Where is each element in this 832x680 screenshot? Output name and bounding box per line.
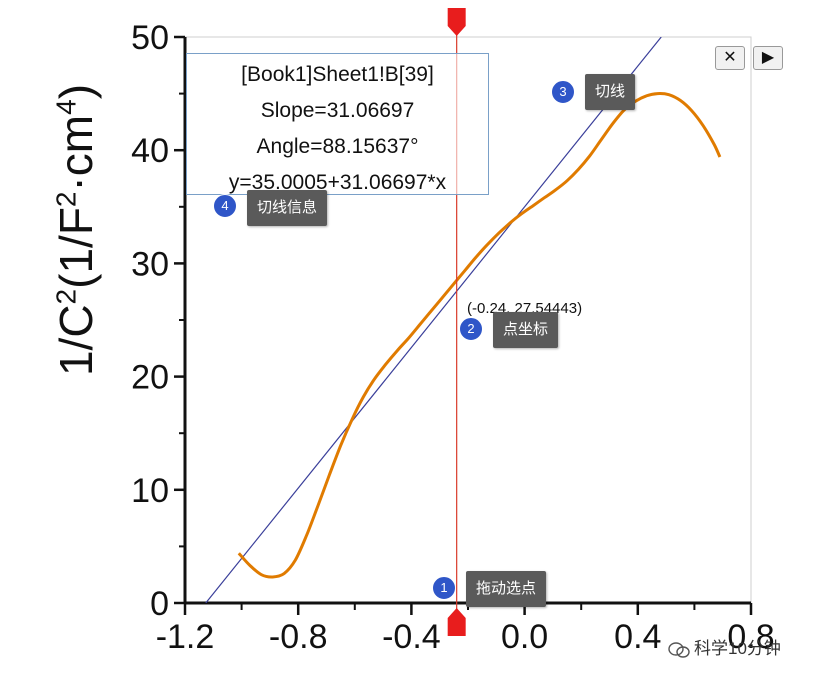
y-tick-label: 30	[131, 245, 169, 283]
callout-drag-select: 拖动选点	[466, 571, 547, 607]
y-axis-label: 1/C2(1/F2·cm4)	[50, 83, 102, 377]
close-button[interactable]: ✕	[715, 46, 745, 70]
callout-point-coords: 点坐标	[493, 312, 559, 348]
data-curve	[237, 92, 722, 579]
callout-badge-4: 4	[213, 194, 237, 218]
watermark-text: 科学10分钟	[694, 639, 781, 658]
x-tick-label: -0.4	[382, 618, 441, 656]
callout-tangent-info: 切线信息	[247, 190, 328, 226]
y-tick-label: 0	[150, 585, 169, 623]
x-tick-label: -1.2	[156, 618, 215, 656]
tangent-info-box[interactable]: [Book1]Sheet1!B[39] Slope=31.06697 Angle…	[186, 53, 489, 195]
callout-tangent: 切线	[585, 74, 636, 110]
cursor-bottom-handle[interactable]	[447, 608, 466, 636]
x-tick-label: 0.8	[727, 618, 774, 656]
info-equation: y=35.0005+31.06697*x	[228, 171, 447, 194]
x-tick-label: -0.8	[269, 618, 328, 656]
y-tick-label: 40	[131, 132, 169, 170]
x-tick-label: 0.4	[614, 618, 661, 656]
info-slope: Slope=31.06697	[260, 99, 415, 122]
cursor-top-handle[interactable]	[447, 8, 466, 36]
y-tick-label: 20	[131, 359, 169, 397]
tangent-line	[205, 37, 662, 603]
x-tick-label: 0.0	[501, 618, 548, 656]
info-angle: Angle=88.15637°	[256, 135, 419, 158]
callout-badge-3: 3	[551, 80, 575, 104]
wechat-icon	[668, 641, 690, 658]
info-source: [Book1]Sheet1!B[39]	[241, 63, 434, 86]
callout-badge-1: 1	[432, 576, 456, 600]
next-arrow-button[interactable]: ▶	[753, 46, 783, 70]
callout-badge-2: 2	[459, 317, 483, 341]
y-tick-label: 50	[131, 19, 169, 57]
watermark: 科学10分钟	[668, 634, 781, 659]
y-tick-label: 10	[131, 472, 169, 510]
